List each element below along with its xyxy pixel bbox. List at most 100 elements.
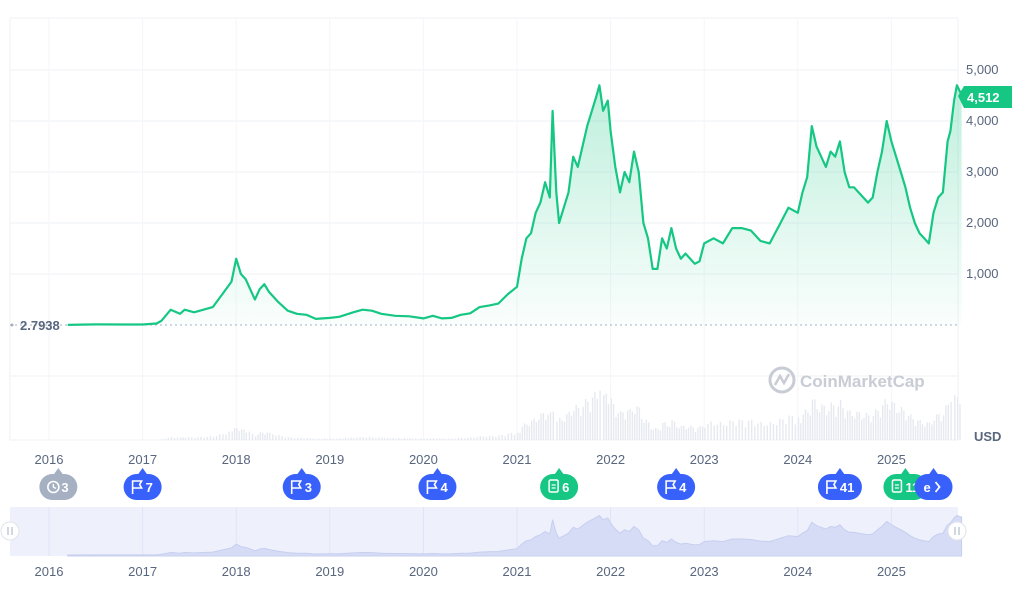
volume-bar <box>231 431 233 440</box>
event-badges[interactable]: 3 7 3 4 6 4 41 11 e <box>39 468 953 500</box>
volume-bar <box>856 411 858 440</box>
volume-bar <box>442 438 444 440</box>
y-tick-label: 1,000 <box>966 266 999 281</box>
event-badge[interactable]: 3 <box>39 468 78 500</box>
volume-bar <box>907 416 910 440</box>
volume-bar <box>603 395 605 440</box>
volume-bar <box>671 420 673 440</box>
volume-bar <box>517 432 519 440</box>
volume-bar <box>451 438 453 440</box>
volume-bar <box>339 438 341 440</box>
navigator-x-tick-label: 2021 <box>503 564 532 579</box>
volume-bar <box>886 404 889 440</box>
volume-bar <box>816 409 818 440</box>
volume-bar <box>612 404 615 440</box>
volume-bar <box>884 399 886 440</box>
flag-icon <box>290 480 303 494</box>
volume-bar <box>476 437 478 440</box>
volume-bar <box>245 432 247 440</box>
volume-bar <box>203 437 205 440</box>
volume-bar <box>919 420 921 440</box>
volume-bar <box>482 436 485 440</box>
event-badge[interactable]: 6 <box>540 468 579 500</box>
volume-bar <box>804 409 807 440</box>
volume-bar <box>284 437 286 440</box>
event-badge[interactable]: 3 <box>282 468 321 500</box>
volume-bar <box>741 420 743 440</box>
volume-bar <box>460 437 463 440</box>
volume-bar <box>194 438 196 440</box>
volume-bar <box>624 419 626 440</box>
volume-bar <box>666 426 669 440</box>
baseline-label: 2.7938 <box>20 318 60 333</box>
volume-bar <box>912 419 914 440</box>
x-tick-label: 2022 <box>596 452 625 467</box>
volume-bar <box>738 419 740 440</box>
volume-bar <box>403 438 406 440</box>
event-badge-count: 41 <box>840 480 854 495</box>
volume-bar <box>167 437 169 440</box>
volume-bar <box>776 425 778 440</box>
event-badge[interactable]: 4 <box>657 468 696 500</box>
volume-bar <box>533 418 535 440</box>
volume-bar <box>297 437 299 440</box>
event-badge[interactable]: 4 <box>418 468 457 500</box>
navigator-x-tick-label: 2017 <box>128 564 157 579</box>
volume-bar <box>552 411 554 440</box>
volume-bar <box>240 429 243 440</box>
volume-bar <box>788 415 790 440</box>
volume-bar <box>344 437 347 440</box>
x-tick-label: 2024 <box>783 452 812 467</box>
navigator-right-handle[interactable] <box>947 521 967 541</box>
volume-bar <box>772 424 775 440</box>
volume-bar <box>266 432 268 440</box>
x-tick-label: 2020 <box>409 452 438 467</box>
volume-bar <box>692 427 694 440</box>
volume-bar <box>769 422 772 440</box>
volume-bar <box>844 418 846 440</box>
volume-bar <box>257 434 259 440</box>
volume-bar <box>659 430 662 440</box>
volume-bar <box>332 438 335 440</box>
flag-icon <box>665 480 677 494</box>
volume-bar <box>823 405 825 440</box>
volume-bar <box>566 413 568 440</box>
volume-bar <box>417 438 420 440</box>
volume-bar <box>821 404 823 440</box>
volume-bar <box>259 432 261 440</box>
volume-bar <box>222 434 224 440</box>
document-icon <box>548 479 559 493</box>
volume-bar <box>650 429 652 440</box>
volume-bar <box>321 439 323 440</box>
volume-bar <box>954 395 956 440</box>
navigator-x-ticks: 2016 2017 2018 2019 2020 2021 2022 2023 2024 2025 <box>35 564 906 579</box>
volume-bar <box>643 422 645 440</box>
event-badge[interactable]: 41 <box>817 468 862 500</box>
volume-bar <box>607 404 610 440</box>
volume-bar <box>368 436 371 440</box>
volume-bar <box>690 425 692 440</box>
volume-bar <box>350 437 352 440</box>
volume-bar <box>272 434 274 440</box>
volume-bar <box>248 431 251 440</box>
flag-icon <box>426 480 438 494</box>
volume-bar <box>722 425 725 440</box>
volume-bar <box>726 425 728 440</box>
navigator-left-handle[interactable] <box>0 521 20 541</box>
volume-bar <box>851 416 853 440</box>
volume-bar <box>828 410 830 440</box>
volume-bar <box>835 416 837 440</box>
volume-bar <box>415 438 417 440</box>
volume-bar <box>521 426 524 440</box>
volume-bar <box>176 437 179 440</box>
volume-bar <box>785 424 787 440</box>
volume-bar <box>412 438 414 440</box>
volume-bar <box>889 409 891 440</box>
volume-bar <box>353 437 355 440</box>
volume-bar <box>347 438 349 440</box>
event-badge[interactable]: e <box>914 468 953 500</box>
event-badge[interactable]: 7 <box>123 468 162 500</box>
navigator-x-tick-label: 2024 <box>783 564 812 579</box>
volume-bar <box>716 424 719 440</box>
